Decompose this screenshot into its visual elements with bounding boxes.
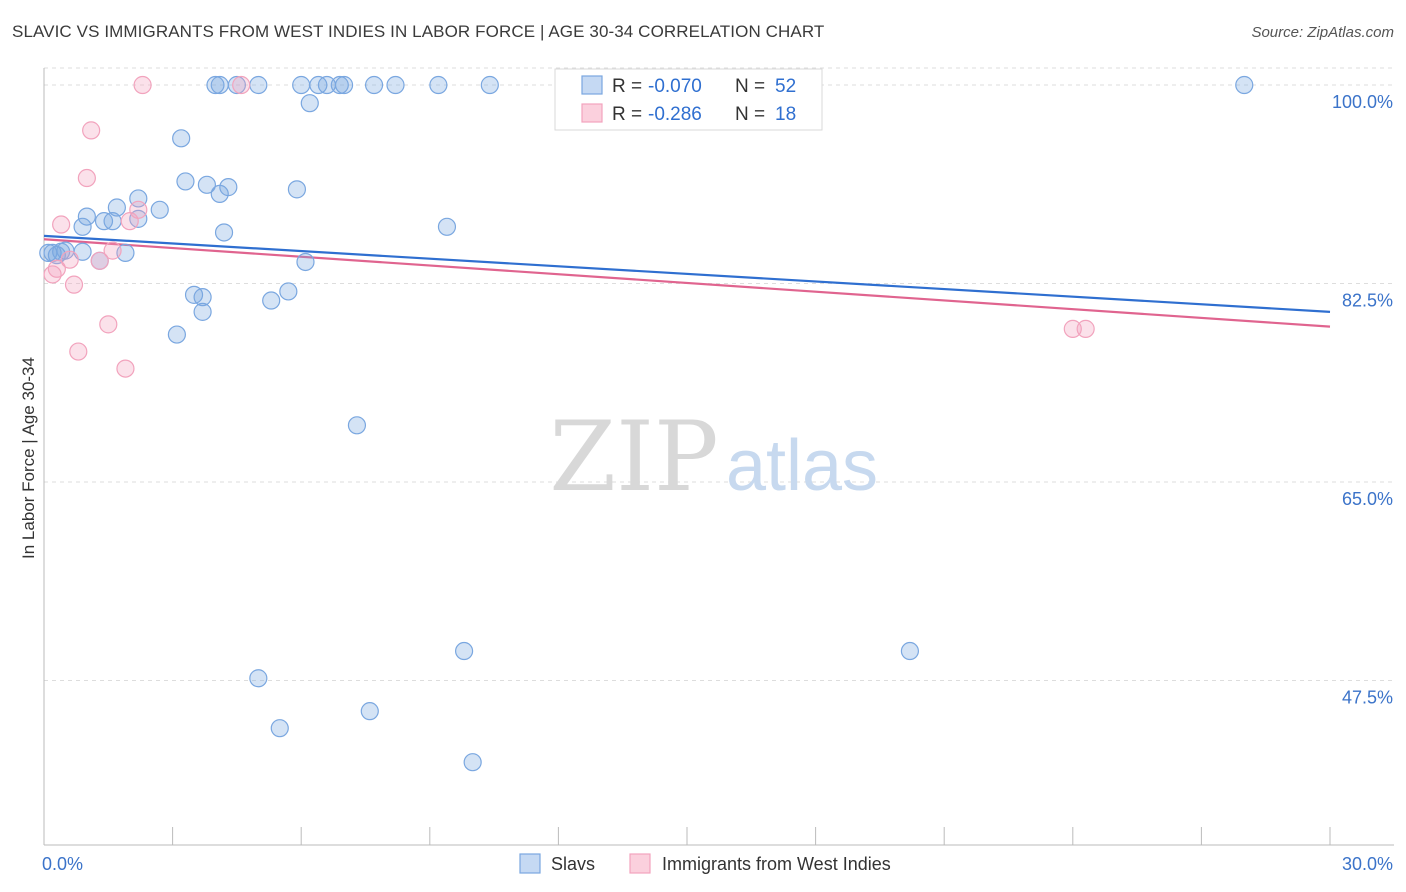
point-series0-22 bbox=[197, 175, 216, 194]
point-series1-3 bbox=[60, 250, 79, 269]
point-series0-44 bbox=[364, 75, 384, 95]
y-tick-label-2: 82.5% bbox=[1342, 291, 1393, 311]
point-series0-15 bbox=[150, 200, 169, 219]
tick-labels: 47.5% 65.0% 82.5% 100.0% 0.0% 30.0% bbox=[42, 92, 1393, 874]
point-series0-21 bbox=[193, 288, 212, 307]
point-series0-16 bbox=[172, 129, 191, 148]
point-series1-5 bbox=[69, 342, 88, 361]
point-series0-9 bbox=[77, 207, 96, 226]
point-series0-31 bbox=[262, 291, 281, 310]
stats-n-value-west-indies: 18 bbox=[775, 104, 796, 125]
point-series0-17 bbox=[176, 172, 195, 191]
y-tick-label-0: 47.5% bbox=[1342, 688, 1393, 708]
point-series0-33 bbox=[270, 719, 289, 738]
point-series1-4 bbox=[64, 275, 84, 294]
point-series0-28 bbox=[227, 75, 246, 95]
stats-n-value-slavs: 52 bbox=[775, 76, 796, 97]
point-series0-48 bbox=[454, 641, 474, 661]
point-series0-26 bbox=[206, 75, 225, 95]
point-series0-19 bbox=[193, 302, 212, 321]
stats-r-value-slavs: -0.070 bbox=[648, 76, 702, 97]
stats-swatch-slavs bbox=[581, 75, 603, 95]
point-series1-7 bbox=[82, 121, 101, 140]
point-series1-11 bbox=[116, 359, 135, 378]
trend-lines bbox=[43, 234, 1331, 328]
chart-title: SLAVIC VS IMMIGRANTS FROM WEST INDIES IN… bbox=[12, 22, 825, 41]
point-series1-8 bbox=[90, 251, 109, 270]
point-series0-41 bbox=[330, 75, 349, 95]
stats-n-label-west-indies: N = bbox=[735, 104, 765, 125]
source-label: Source: ZipAtlas.com bbox=[1251, 24, 1394, 41]
stats-r-label-slavs: R = bbox=[612, 76, 642, 97]
stats-n-label-slavs: N = bbox=[735, 76, 765, 97]
data-points bbox=[39, 75, 1254, 772]
stats-swatch-west-indies bbox=[581, 103, 603, 123]
y-axis-label: In Labor Force | Age 30-34 bbox=[19, 357, 38, 559]
point-series0-30 bbox=[249, 669, 268, 688]
trend-line-series1 bbox=[43, 238, 1331, 328]
point-series1-16 bbox=[1063, 319, 1082, 338]
point-series0-34 bbox=[287, 180, 307, 199]
point-series1-15 bbox=[232, 75, 251, 95]
point-series0-20 bbox=[167, 325, 186, 344]
stats-r-value-west-indies: -0.286 bbox=[648, 104, 702, 125]
legend-label-slavs: Slavs bbox=[551, 854, 595, 874]
stats-box: R = -0.070 N = 52 R = -0.286 N = 18 bbox=[554, 68, 823, 131]
point-series1-6 bbox=[77, 168, 96, 188]
point-series0-35 bbox=[296, 252, 315, 272]
point-series0-42 bbox=[347, 416, 367, 435]
point-series0-12 bbox=[107, 198, 126, 217]
point-series0-43 bbox=[360, 702, 379, 721]
point-series0-8 bbox=[73, 217, 92, 236]
legend-label-west-indies: Immigrants from West Indies bbox=[662, 854, 891, 874]
point-series1-14 bbox=[133, 75, 152, 95]
legend: Slavs Immigrants from West Indies bbox=[519, 853, 891, 874]
axes bbox=[43, 68, 1394, 846]
point-series1-13 bbox=[129, 200, 148, 219]
point-series0-24 bbox=[219, 178, 238, 197]
watermark-atlas: atlas bbox=[726, 426, 878, 506]
point-series0-32 bbox=[279, 282, 298, 301]
point-series0-40 bbox=[334, 75, 354, 95]
watermark-zip: ZIP bbox=[549, 401, 718, 513]
stats-r-label-west-indies: R = bbox=[612, 104, 642, 125]
point-series0-37 bbox=[300, 94, 319, 113]
grid-lines bbox=[44, 67, 1394, 682]
point-series0-51 bbox=[900, 641, 920, 661]
point-series1-1 bbox=[47, 259, 66, 278]
point-series0-27 bbox=[210, 75, 229, 95]
point-series1-10 bbox=[103, 241, 122, 260]
y-tick-label-1: 65.0% bbox=[1342, 489, 1393, 509]
point-series0-47 bbox=[437, 217, 457, 236]
point-series0-25 bbox=[214, 223, 234, 242]
point-series0-46 bbox=[429, 75, 448, 95]
trend-line-series0 bbox=[43, 234, 1331, 313]
point-series0-50 bbox=[480, 75, 499, 95]
x-tick-label-1: 30.0% bbox=[1342, 854, 1393, 874]
point-series0-52 bbox=[1235, 75, 1254, 95]
point-series0-45 bbox=[386, 75, 405, 95]
point-series0-36 bbox=[292, 75, 311, 95]
legend-swatch-slavs bbox=[519, 853, 541, 874]
x-tick-label-0: 0.0% bbox=[42, 854, 83, 874]
point-series0-49 bbox=[463, 753, 482, 772]
point-series1-9 bbox=[99, 315, 118, 334]
point-series1-17 bbox=[1076, 319, 1095, 338]
point-series0-29 bbox=[249, 75, 268, 95]
y-tick-label-3: 100.0% bbox=[1332, 92, 1393, 112]
point-series1-2 bbox=[52, 215, 71, 234]
legend-swatch-west-indies bbox=[629, 853, 651, 874]
